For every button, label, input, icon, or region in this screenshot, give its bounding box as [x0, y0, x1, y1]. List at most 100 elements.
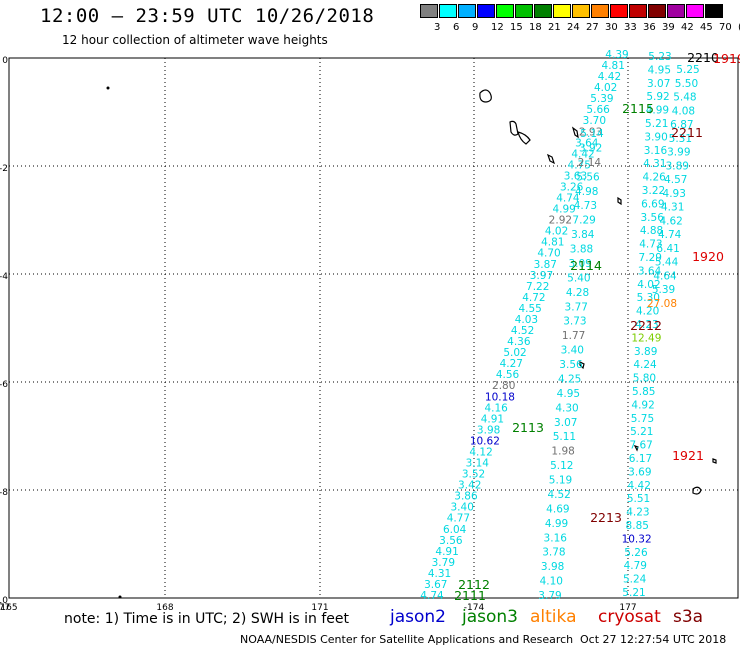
track-b-value: 3.40 [561, 345, 584, 357]
track-a-value: 4.03 [515, 314, 538, 326]
track-a-value: 10.18 [485, 391, 515, 403]
track-a-value: 4.81 [602, 60, 625, 72]
track-c-value: 3.89 [634, 346, 657, 358]
track-b-value: 5.14 [580, 128, 604, 140]
track-b-value: 3.09 [568, 258, 591, 270]
track-c-value: 5.21 [622, 587, 645, 599]
latitude-label: -2 [0, 164, 8, 174]
track-c-value: 4.23 [635, 319, 658, 331]
track-b-value: 5.11 [553, 431, 576, 443]
track-a-value: 3.26 [560, 181, 584, 193]
colorbar-label: 33 [624, 22, 637, 33]
track-a-value: 4.39 [605, 49, 628, 61]
island-outline [546, 153, 556, 165]
latitude-label: -8 [0, 488, 8, 498]
colorbar-label: 42 [681, 22, 694, 33]
track-b-value: 1.77 [562, 330, 585, 342]
map-frame [8, 57, 739, 599]
track-c-value: 4.73 [639, 239, 662, 251]
track-c-value: 4.99 [646, 105, 669, 117]
track-d-value: 5.25 [676, 64, 699, 76]
track-c-value: 5.80 [633, 373, 656, 385]
track-c-value: 4.31 [643, 158, 666, 170]
track-c-value: 4.79 [624, 560, 647, 572]
track-a-value: 4.70 [537, 248, 560, 260]
track-c-value: 4.02 [637, 279, 660, 291]
track-a-value: 3.87 [534, 259, 557, 271]
track-a-value: 4.52 [511, 325, 534, 337]
legend-s3a: s3a [673, 607, 704, 627]
track-c-value: 5.85 [632, 386, 655, 398]
track-b-value: 3.73 [563, 316, 586, 328]
track-c-value: 3.16 [644, 145, 668, 157]
pass-time-label: 1919 [713, 51, 740, 66]
track-b-value: 2.14 [578, 157, 602, 169]
track-c-value: 3.64 [638, 265, 662, 277]
colorbar-swatch [534, 4, 552, 18]
track-a-value: 3.64 [575, 137, 599, 149]
colorbar-label: 27 [586, 22, 599, 33]
island-outline [517, 131, 531, 145]
track-c-value: 4.20 [636, 306, 659, 318]
colorbar-swatch [610, 4, 628, 18]
track-c-value: 4.42 [628, 480, 651, 492]
track-c-value: 5.75 [631, 413, 654, 425]
island-outline [617, 196, 622, 206]
track-a-value: 4.91 [481, 413, 504, 425]
track-c-value: 7.67 [629, 440, 652, 452]
pass-time-label: 2210 [687, 50, 719, 65]
legend-jason2: jason2 [390, 607, 446, 627]
track-b-value: 4.98 [575, 186, 598, 198]
track-a-value: 4.02 [545, 226, 568, 238]
colorbar-label: 6 [453, 22, 460, 33]
colorbar-label: (ft) [738, 22, 740, 33]
track-d-value: 6.87 [670, 119, 693, 131]
track-b-value: 3.78 [542, 547, 565, 559]
track-c-value: 8.85 [626, 520, 649, 532]
legend-jason3: jason3 [462, 607, 518, 627]
track-d-value: 5.44 [655, 257, 679, 269]
colorbar-swatch [648, 4, 666, 18]
track-a-value: 4.72 [522, 292, 545, 304]
colorbar-label: 70 [719, 22, 732, 33]
colorbar-label: 24 [567, 22, 580, 33]
track-b-value: 4.30 [555, 402, 578, 414]
colorbar-swatch [458, 4, 476, 18]
track-a-value: 4.56 [496, 369, 520, 381]
colorbar-label: 9 [472, 22, 479, 33]
track-a-value: 3.97 [530, 270, 553, 282]
track-a-value: 3.40 [451, 502, 474, 514]
track-a-value: 4.31 [428, 568, 451, 580]
pass-time-label: 1921 [672, 448, 704, 463]
colorbar-label: 39 [662, 22, 675, 33]
track-d-value: 3.99 [667, 147, 690, 159]
track-d-value: 3.89 [666, 160, 689, 172]
colorbar-label: 12 [491, 22, 504, 33]
track-a-value: 4.36 [507, 336, 531, 348]
track-a-value: 6.04 [443, 524, 467, 536]
track-a-value: 4.55 [518, 303, 541, 315]
track-b-value: 3.56 [559, 359, 583, 371]
track-c-value: 5.51 [627, 493, 650, 505]
track-b-value: 4.28 [566, 287, 589, 299]
colorbar-swatch [629, 4, 647, 18]
track-d-value: 5.31 [669, 133, 692, 145]
track-d-value: 4.57 [664, 174, 687, 186]
track-c-value: 4.88 [640, 225, 663, 237]
longitude-label: -174 [464, 603, 485, 613]
track-c-value: 5.21 [645, 118, 668, 130]
track-d-value: 4.74 [658, 229, 682, 241]
axis-labels: 0 -2 -4 -6 -8 -10165 168 171 -174 -177 177 [0, 56, 637, 613]
island-dot [106, 86, 110, 90]
track-c-value: 6.17 [629, 453, 652, 465]
track-b-value: 4.10 [540, 576, 563, 588]
track-d-value: 5.48 [673, 92, 696, 104]
longitude-label: 171 [311, 603, 328, 613]
pass-time-label: 2213 [590, 510, 622, 525]
track-a-value: 3.56 [439, 535, 463, 547]
track-a-value: 4.27 [500, 358, 523, 370]
island-outline [571, 126, 579, 139]
track-b-value: 3.88 [570, 244, 593, 256]
island-outline [633, 444, 639, 452]
track-d-value: 6.41 [656, 243, 679, 255]
